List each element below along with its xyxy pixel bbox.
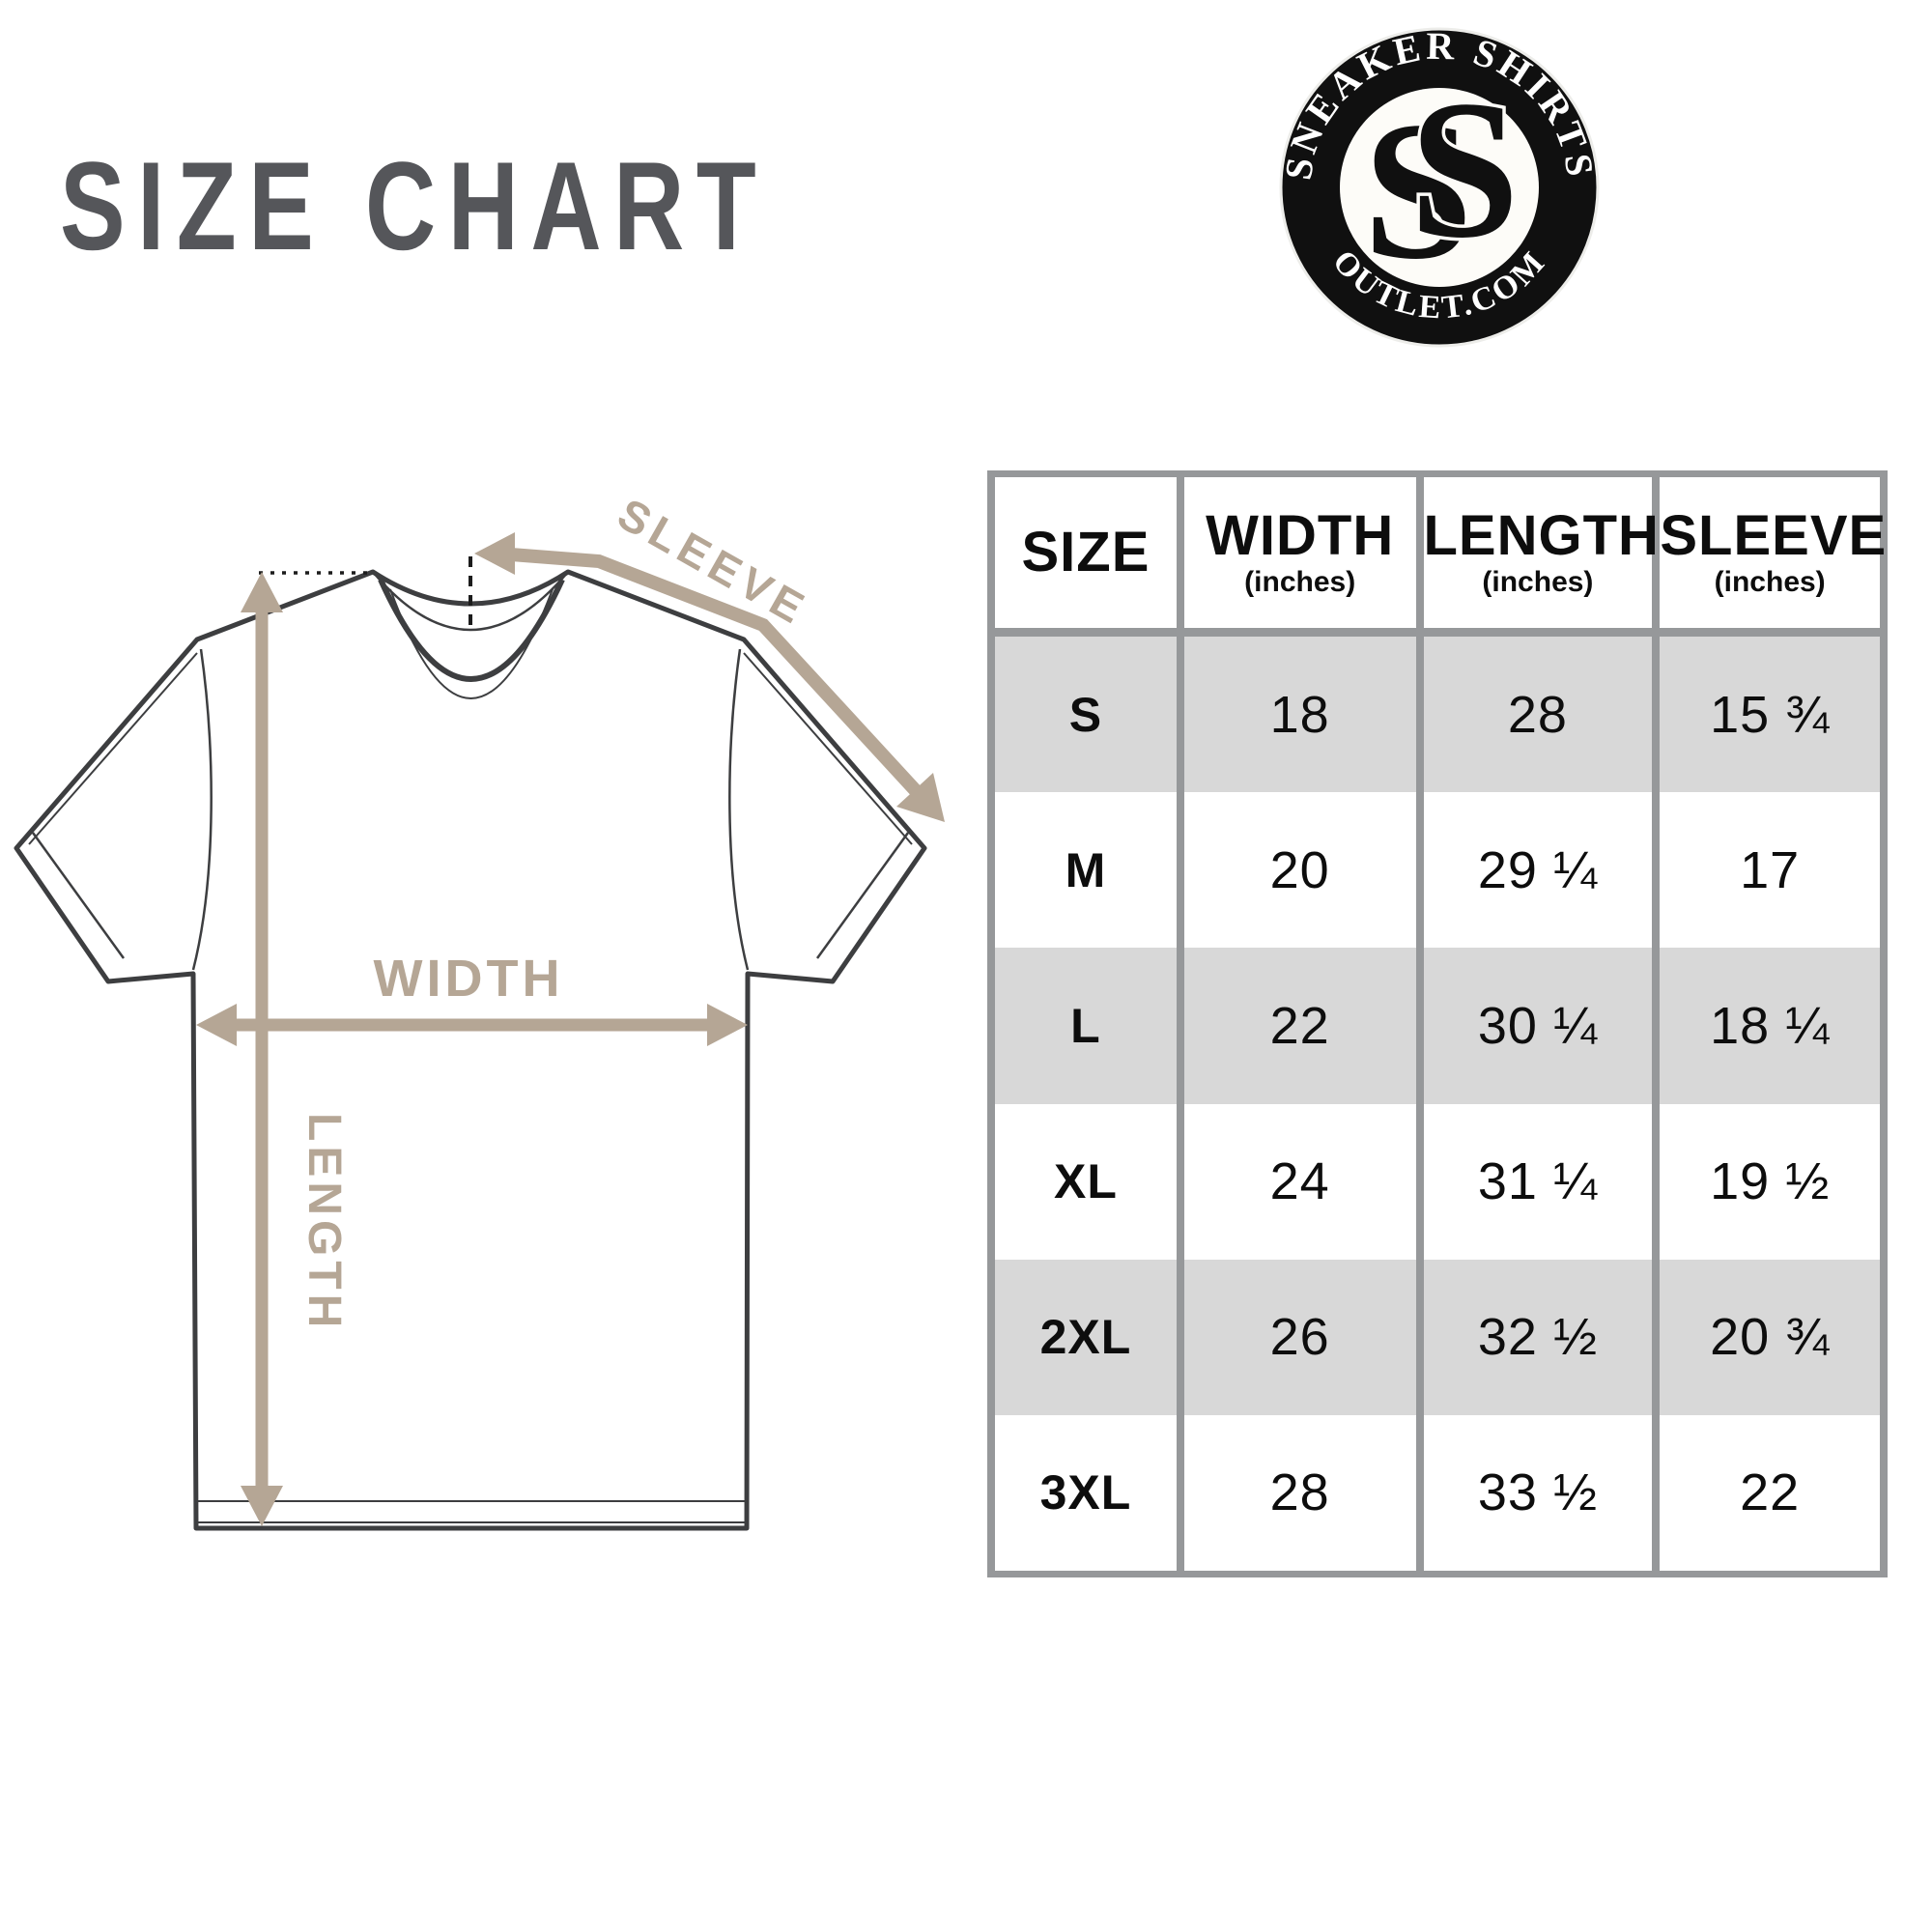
- cell-size-s: S: [987, 632, 1184, 793]
- left-cuff-seam: [31, 832, 126, 959]
- right-cuff-seam: [815, 832, 910, 959]
- cell-sleeve-2xl: 20 ¾: [1652, 1259, 1888, 1415]
- cell-length-m: 29 ¼: [1415, 792, 1661, 949]
- cell-size-3xl: 3XL: [987, 1414, 1184, 1575]
- sleeve-arrow: [474, 532, 945, 822]
- cell-width-2xl: 26: [1176, 1259, 1424, 1415]
- tshirt-outline: [14, 569, 927, 1531]
- collar-shadow-line: [389, 588, 554, 699]
- cell-width-s: 18: [1176, 632, 1424, 793]
- cell-length-3xl: 33 ½: [1415, 1414, 1661, 1575]
- cell-size-2xl: 2XL: [987, 1259, 1184, 1415]
- table-row-xl: XL 24 31 ¼ 19 ½: [987, 1103, 1888, 1260]
- header-row: SIZE WIDTH (inches) LENGTH (inches) SLEE…: [987, 473, 1888, 637]
- logo-ss-monogram-icon: S S: [1363, 57, 1523, 301]
- length-label: LENGTH: [298, 1113, 350, 1332]
- logo-inner-circle: [1340, 88, 1539, 287]
- length-arrow: [241, 572, 283, 1526]
- cell-width-xl: 24: [1176, 1103, 1424, 1260]
- cell-sleeve-l: 18 ¼: [1652, 948, 1888, 1104]
- cell-length-2xl: 32 ½: [1415, 1259, 1661, 1415]
- brand-logo: SNEAKER SHIRTS OUTLET.COM S S: [1277, 25, 1600, 348]
- width-arrow: [196, 1004, 748, 1046]
- left-sleeve-seam: [28, 652, 198, 845]
- header-width-unit: (inches): [1244, 565, 1356, 598]
- header-sleeve: SLEEVE (inches): [1652, 473, 1888, 637]
- right-armhole-curve: [728, 648, 750, 971]
- header-sleeve-unit: (inches): [1714, 565, 1826, 598]
- svg-text:S: S: [1409, 60, 1520, 279]
- header-length: LENGTH (inches): [1415, 473, 1661, 637]
- cell-length-s: 28: [1415, 632, 1661, 793]
- size-table: SIZE WIDTH (inches) LENGTH (inches) SLEE…: [987, 470, 1888, 1577]
- cell-size-xl: XL: [987, 1103, 1184, 1260]
- cell-width-3xl: 28: [1176, 1414, 1424, 1575]
- svg-text:S: S: [1363, 81, 1473, 300]
- header-length-unit: (inches): [1482, 565, 1594, 598]
- cell-width-m: 20: [1176, 792, 1424, 949]
- header-width-label: WIDTH: [1206, 504, 1395, 568]
- cell-sleeve-xl: 19 ½: [1652, 1103, 1888, 1260]
- cell-length-xl: 31 ¼: [1415, 1103, 1661, 1260]
- table-row-2xl: 2XL 26 32 ½ 20 ¾: [987, 1259, 1888, 1415]
- header-width: WIDTH (inches): [1176, 473, 1424, 637]
- size-table-header: SIZE WIDTH (inches) LENGTH (inches) SLEE…: [987, 473, 1888, 637]
- page-title: SIZE CHART: [60, 135, 769, 276]
- collar-ribbing-line: [372, 571, 569, 632]
- cell-size-m: M: [987, 792, 1184, 949]
- header-length-label: LENGTH: [1423, 504, 1660, 568]
- width-label: WIDTH: [374, 950, 564, 1008]
- cell-sleeve-3xl: 22: [1652, 1414, 1888, 1575]
- table-row-m: M 20 29 ¼ 17: [987, 792, 1888, 949]
- header-size: SIZE: [987, 473, 1184, 637]
- cell-sleeve-s: 15 ¾: [1652, 632, 1888, 793]
- cell-width-l: 22: [1176, 948, 1424, 1104]
- cell-sleeve-m: 17: [1652, 792, 1888, 949]
- table-row-l: L 22 30 ¼ 18 ¼: [987, 948, 1888, 1104]
- header-sleeve-label: SLEEVE: [1660, 504, 1888, 568]
- cell-length-l: 30 ¼: [1415, 948, 1661, 1104]
- cell-size-l: L: [987, 948, 1184, 1104]
- header-size-label: SIZE: [1021, 520, 1151, 583]
- right-sleeve-seam: [743, 652, 913, 845]
- table-row-s: S 18 28 15 ¾: [987, 632, 1888, 793]
- left-armhole-curve: [191, 648, 213, 971]
- table-row-3xl: 3XL 28 33 ½ 22: [987, 1414, 1888, 1575]
